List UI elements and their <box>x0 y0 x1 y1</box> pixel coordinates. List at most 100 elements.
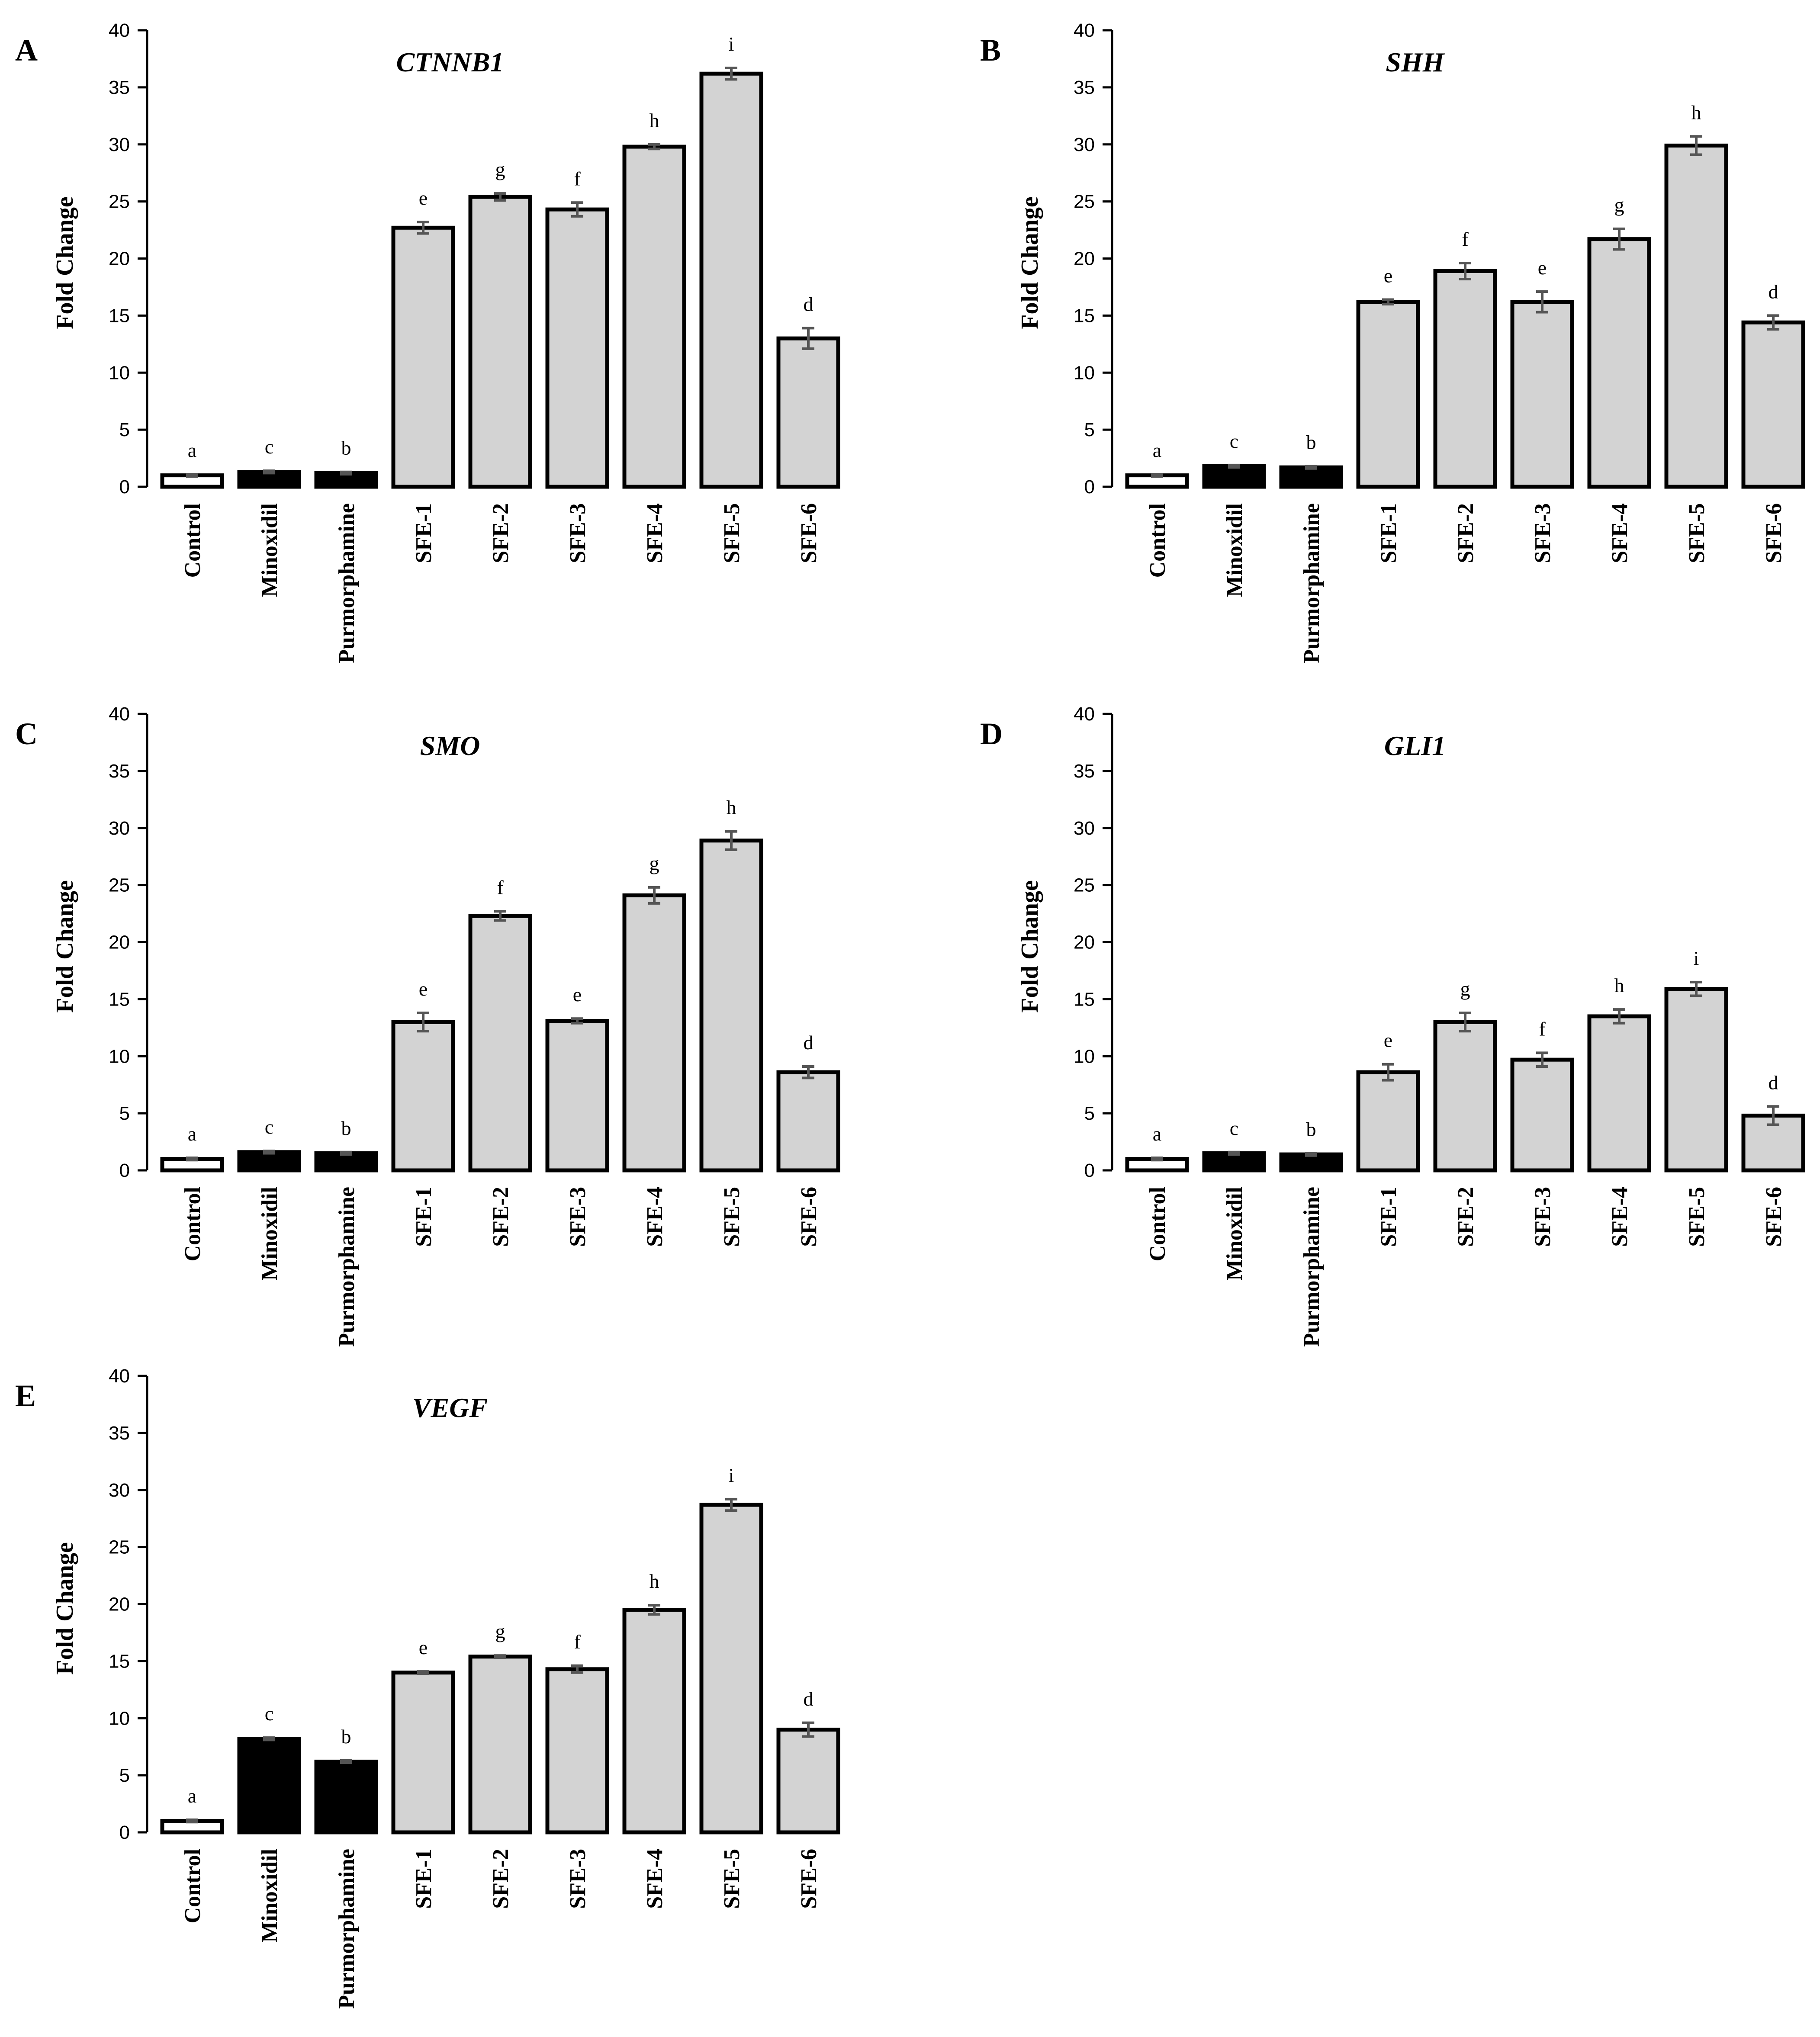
error-bar <box>340 470 352 476</box>
y-tick-label: 30 <box>1074 818 1095 839</box>
error-bar <box>1382 298 1394 305</box>
error-bar <box>1151 472 1163 478</box>
significance-label: i <box>729 33 734 55</box>
bar-sfe-3 <box>545 1667 609 1835</box>
error-bar <box>1690 980 1702 997</box>
bar-control <box>160 1157 224 1173</box>
error-bar <box>1690 135 1702 156</box>
category-label: SFE-1 <box>412 1187 436 1247</box>
significance-label: f <box>1462 228 1469 250</box>
category-label: Purmorphamine <box>334 1849 359 2009</box>
panel-letter: D <box>980 716 1003 751</box>
error-bar <box>725 1497 737 1512</box>
bar-sfe-5 <box>1664 143 1728 489</box>
significance-label: a <box>1153 439 1161 461</box>
error-bar <box>571 1664 583 1674</box>
significance-label: c <box>265 1116 273 1138</box>
bar-sfe-1 <box>1356 300 1420 489</box>
error-bar <box>1228 1150 1240 1156</box>
bar-minoxidil <box>1202 1151 1266 1173</box>
category-label: SFE-1 <box>1376 503 1401 563</box>
y-tick-label: 5 <box>1084 1103 1095 1124</box>
bar-sfe-5 <box>699 839 763 1173</box>
significance-label: g <box>650 852 659 874</box>
y-tick-label: 35 <box>109 761 130 782</box>
category-label: SFE-3 <box>1531 503 1555 563</box>
y-tick-label: 35 <box>109 1423 130 1444</box>
error-bar <box>1228 463 1240 469</box>
y-tick-label: 0 <box>1084 476 1095 498</box>
y-tick-label: 5 <box>1084 419 1095 440</box>
panel-letter: C <box>15 716 38 751</box>
y-tick-label: 25 <box>1074 875 1095 896</box>
y-tick-label: 0 <box>119 1822 130 1843</box>
bar-minoxidil <box>237 1150 301 1173</box>
y-tick-label: 40 <box>1074 704 1095 725</box>
category-label: SFE-6 <box>1762 503 1786 563</box>
significance-label: g <box>1614 194 1624 216</box>
bar-sfe-4 <box>1587 1014 1651 1173</box>
bar-sfe-2 <box>1433 1020 1497 1173</box>
error-bar <box>1767 314 1779 331</box>
significance-label: h <box>1691 101 1701 123</box>
category-label: SFE-2 <box>489 503 513 563</box>
significance-label: e <box>1384 264 1392 286</box>
error-bar <box>340 1150 352 1156</box>
panel-letter: E <box>15 1378 36 1413</box>
y-tick-label: 40 <box>109 704 130 725</box>
error-bar <box>494 1654 506 1659</box>
y-axis-label: Fold Change <box>51 196 78 329</box>
y-tick-label: 0 <box>119 476 130 498</box>
category-label: SFE-4 <box>643 503 667 563</box>
bar-purmorphamine <box>1279 465 1343 489</box>
y-tick-label: 25 <box>109 191 130 212</box>
significance-label: c <box>1230 430 1238 452</box>
error-bar <box>263 1150 275 1155</box>
bar-sfe-2 <box>468 914 532 1173</box>
bar-minoxidil <box>237 1737 301 1835</box>
bar-sfe-5 <box>699 71 763 489</box>
error-bar <box>648 1604 660 1616</box>
bar-sfe-6 <box>776 1728 840 1835</box>
category-label: SFE-1 <box>412 1849 436 1909</box>
category-label: Control <box>180 1849 205 1923</box>
bar-sfe-4 <box>1587 237 1651 489</box>
y-tick-label: 20 <box>1074 248 1095 270</box>
category-label: SFE-4 <box>1608 1187 1632 1247</box>
significance-label: d <box>1769 280 1778 302</box>
category-label: Purmorphamine <box>1299 1187 1324 1347</box>
error-bar <box>1382 1063 1394 1082</box>
category-label: SFE-5 <box>720 1849 744 1909</box>
y-tick-label: 35 <box>109 77 130 98</box>
bar-sfe-5 <box>699 1503 763 1835</box>
y-tick-label: 15 <box>109 1651 130 1672</box>
category-label: Purmorphamine <box>334 503 359 663</box>
category-label: Minoxidil <box>1222 1187 1247 1281</box>
category-label: Minoxidil <box>257 503 282 597</box>
chart-title: SHH <box>1386 47 1445 77</box>
y-tick-label: 40 <box>109 1365 130 1387</box>
error-bar <box>340 1759 352 1764</box>
category-label: SFE-5 <box>1685 1187 1709 1247</box>
y-tick-label: 20 <box>109 248 130 270</box>
category-label: SFE-2 <box>489 1849 513 1909</box>
error-bar <box>1536 1051 1548 1068</box>
chart-svg-gli1: D GLI1 Fold Change 0 5 10 15 20 25 30 35 40 a Control… <box>980 704 1805 1347</box>
bar-sfe-3 <box>1510 300 1574 489</box>
y-tick-label: 20 <box>109 932 130 953</box>
bar-sfe-6 <box>1741 320 1805 489</box>
significance-label: f <box>1539 1018 1546 1040</box>
bar-minoxidil <box>1202 464 1266 489</box>
significance-label: b <box>341 1117 351 1139</box>
significance-label: i <box>1694 947 1699 969</box>
category-label: SFE-6 <box>797 1187 821 1247</box>
y-tick-label: 30 <box>1074 134 1095 155</box>
category-label: SFE-4 <box>643 1849 667 1909</box>
bar-sfe-2 <box>468 195 532 489</box>
error-bar <box>571 201 583 218</box>
panel-smo: C SMO Fold Change 0 5 10 15 20 25 30 35 40 a Control c… <box>0 684 900 1359</box>
error-bar <box>494 910 506 922</box>
significance-label: e <box>1538 257 1547 279</box>
error-bar <box>417 1670 429 1675</box>
category-label: Minoxidil <box>257 1849 282 1943</box>
